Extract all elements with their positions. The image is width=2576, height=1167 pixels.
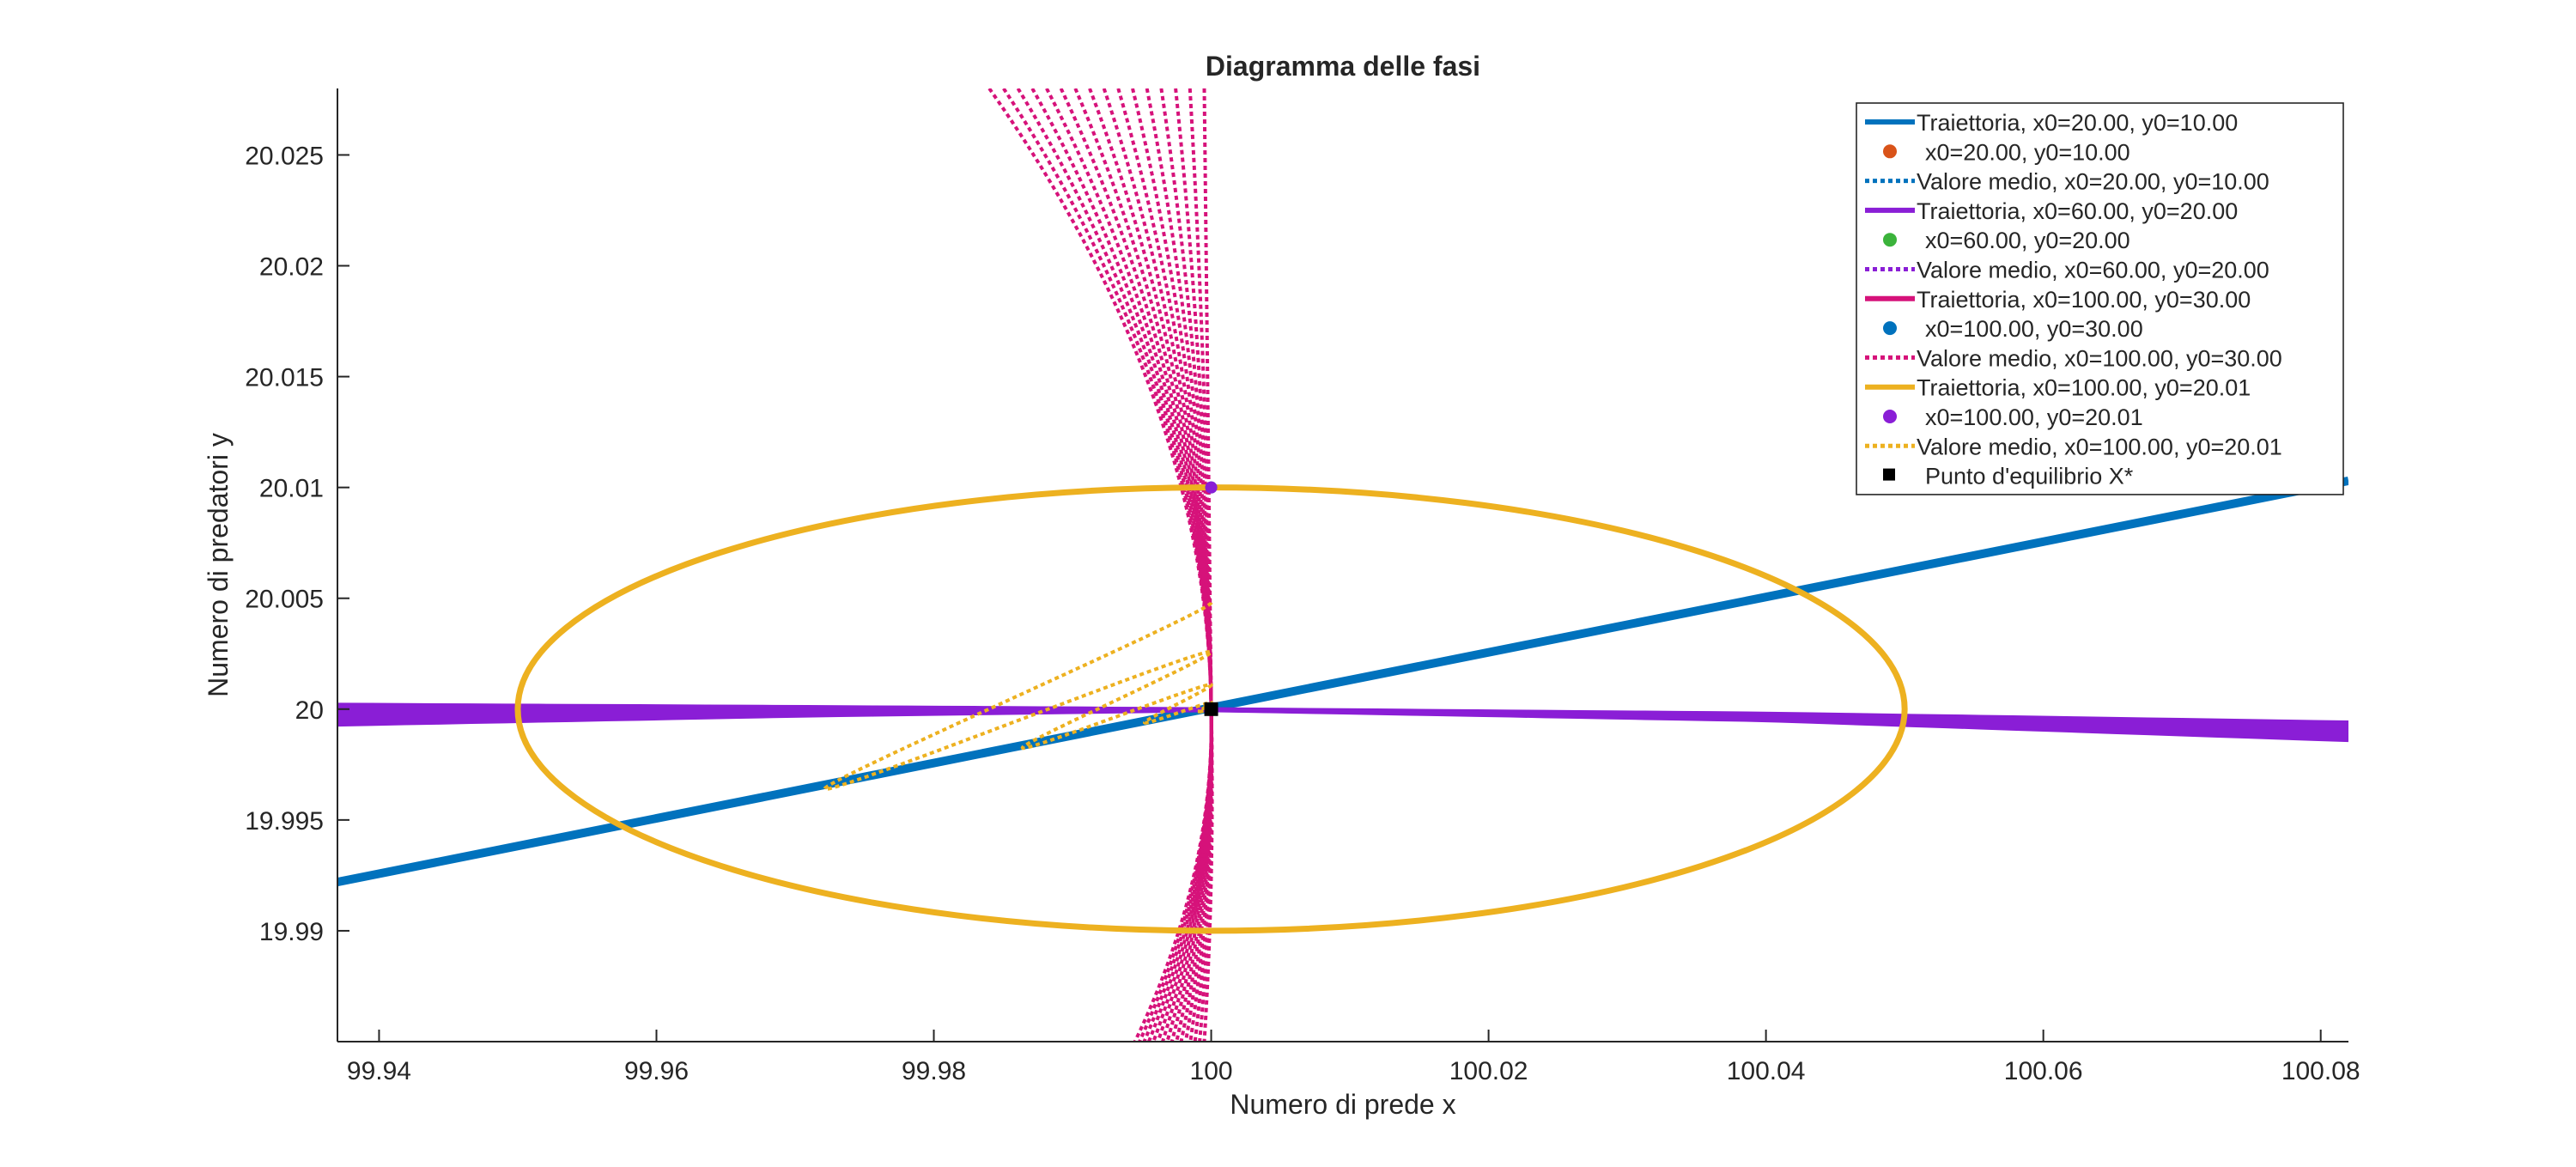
x-tick-label: 100 <box>1190 1057 1233 1085</box>
legend-label: Traiettoria, x0=100.00, y0=20.01 <box>1917 375 2251 401</box>
legend-entry: Traiettoria, x0=100.00, y0=30.00 <box>1865 287 2251 313</box>
legend-label: Valore medio, x0=60.00, y0=20.00 <box>1917 258 2269 283</box>
magenta-mean-line <box>1016 88 1213 1042</box>
legend-label: Punto d'equilibrio X* <box>1925 464 2134 489</box>
magenta-mean-line <box>1174 88 1214 1042</box>
legend-entry: Valore medio, x0=100.00, y0=20.01 <box>1865 434 2282 459</box>
legend-entry: Traiettoria, x0=60.00, y0=20.00 <box>1865 198 2238 224</box>
legend-swatch <box>1883 321 1897 336</box>
legend-label: x0=20.00, y0=10.00 <box>1925 139 2130 165</box>
series-blue-trajectory <box>337 477 2348 887</box>
legend-entry: Valore medio, x0=60.00, y0=20.00 <box>1865 258 2269 283</box>
legend-label: x0=100.00, y0=30.00 <box>1925 316 2143 342</box>
legend-entry: Valore medio, x0=100.00, y0=30.00 <box>1865 345 2282 371</box>
y-tick-label: 20.025 <box>245 142 324 170</box>
y-tick-label: 20.01 <box>259 475 324 503</box>
start-point-marker <box>1205 481 1218 494</box>
y-axis-label: Numero di predatori y <box>203 433 234 697</box>
legend-entry: Punto d'equilibrio X* <box>1883 464 2134 489</box>
legend-label: Valore medio, x0=20.00, y0=10.00 <box>1917 169 2269 195</box>
legend-label: x0=100.00, y0=20.01 <box>1925 404 2143 430</box>
legend-label: x0=60.00, y0=20.00 <box>1925 228 2130 253</box>
x-tick-label: 99.98 <box>902 1057 966 1085</box>
legend-swatch <box>1883 233 1897 247</box>
x-tick-label: 100.02 <box>1449 1057 1528 1085</box>
magenta-mean-line <box>1030 88 1213 1042</box>
legend: Traiettoria, x0=20.00, y0=10.00 x0=20.00,… <box>1856 102 2344 495</box>
legend-label: Valore medio, x0=100.00, y0=20.01 <box>1917 434 2282 459</box>
equilibrium-point-marker <box>1204 702 1218 716</box>
magenta-mean-line <box>1188 88 1214 1042</box>
x-tick-label: 99.96 <box>624 1057 689 1085</box>
legend-entry: x0=100.00, y0=30.00 <box>1883 316 2143 342</box>
legend-label: Valore medio, x0=100.00, y0=30.00 <box>1917 345 2282 371</box>
x-tick-label: 100.06 <box>2004 1057 2083 1085</box>
legend-swatch <box>1883 144 1897 159</box>
legend-label: Traiettoria, x0=100.00, y0=30.00 <box>1917 287 2251 313</box>
y-tick-label: 20 <box>295 696 324 725</box>
y-tick-label: 20.02 <box>259 253 324 282</box>
y-tick-label: 20.015 <box>245 364 324 392</box>
legend-label: Traiettoria, x0=60.00, y0=20.00 <box>1917 198 2238 224</box>
legend-entry: Valore medio, x0=20.00, y0=10.00 <box>1865 169 2269 195</box>
series-purple-trajectory <box>337 702 2348 743</box>
series-magenta-mean <box>987 88 1214 1042</box>
legend-swatch <box>1883 468 1895 481</box>
y-tick-label: 19.995 <box>245 807 324 836</box>
y-tick-label: 20.005 <box>245 586 324 614</box>
legend-label: Traiettoria, x0=20.00, y0=10.00 <box>1917 110 2238 136</box>
plot-area <box>337 88 2348 1042</box>
x-tick-label: 100.08 <box>2281 1057 2360 1085</box>
x-tick-label: 99.94 <box>347 1057 411 1085</box>
series-yellow-mean <box>823 601 1214 792</box>
purple-trajectory-line <box>337 708 2348 743</box>
magenta-mean-line <box>987 88 1213 1042</box>
chart-title: Diagramma delle fasi <box>1206 51 1480 82</box>
x-tick-label: 100.04 <box>1727 1057 1806 1085</box>
legend-entry: Traiettoria, x0=100.00, y0=20.01 <box>1865 375 2251 401</box>
legend-entry: x0=60.00, y0=20.00 <box>1883 228 2130 253</box>
y-tick-label: 19.99 <box>259 918 324 946</box>
magenta-mean-line <box>1002 88 1213 1042</box>
legend-swatch <box>1883 410 1897 423</box>
axes: 99.94 99.96 99.98 100 100.02 100.04 100.06 100.… <box>245 88 2360 1085</box>
magenta-mean-line <box>1116 88 1213 1042</box>
legend-box <box>1856 102 2344 495</box>
magenta-mean-line <box>1088 88 1213 1042</box>
legend-entry: Traiettoria, x0=20.00, y0=10.00 <box>1865 110 2238 136</box>
magenta-mean-line <box>1202 88 1214 1042</box>
legend-entry: x0=20.00, y0=10.00 <box>1883 139 2130 165</box>
x-axis-label: Numero di prede x <box>1230 1089 1455 1120</box>
legend-entry: x0=100.00, y0=20.01 <box>1883 404 2143 430</box>
